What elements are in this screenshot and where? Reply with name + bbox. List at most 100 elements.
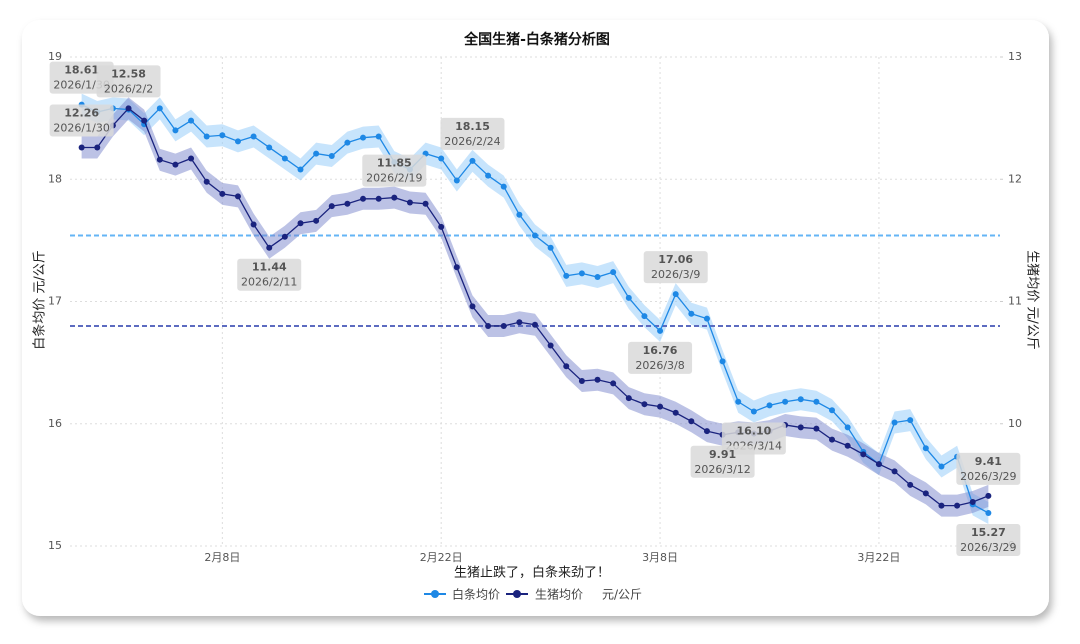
point: [610, 380, 617, 387]
point: [500, 183, 507, 190]
point: [797, 396, 804, 403]
point: [422, 200, 429, 207]
confidence-band: [81, 93, 989, 524]
point: [922, 445, 929, 452]
point: [641, 401, 648, 408]
point: [844, 442, 851, 449]
data-label: 12.58: [111, 67, 146, 80]
point: [313, 217, 320, 224]
x-tick-label: 2月8日: [204, 551, 240, 564]
point: [438, 223, 445, 230]
point: [594, 274, 601, 281]
point: [766, 402, 773, 409]
chart-title: 全国生猪-白条猪分析图: [463, 31, 610, 48]
point: [829, 407, 836, 414]
date-label: 2026/3/9: [651, 268, 700, 281]
point: [360, 195, 367, 202]
point: [391, 194, 398, 201]
date-label: 2026/3/29: [960, 470, 1016, 483]
point: [813, 425, 820, 432]
point: [813, 398, 820, 405]
point: [469, 303, 476, 310]
point: [641, 313, 648, 320]
legend-unit: 元/公斤: [602, 588, 642, 602]
label-box: [237, 258, 302, 291]
x-tick-label: 3月8日: [642, 551, 678, 564]
point: [907, 417, 914, 424]
legend-marker: [513, 590, 521, 598]
point: [719, 358, 726, 365]
label-box: [440, 117, 505, 150]
point: [625, 395, 632, 402]
label-box: [956, 523, 1021, 556]
data-label: 16.76: [643, 344, 678, 357]
point: [313, 150, 320, 157]
y2-tick-label: 13: [1008, 50, 1022, 63]
date-label: 2026/1/30: [53, 121, 109, 134]
data-label: 11.85: [377, 157, 412, 170]
point: [469, 157, 476, 164]
point: [219, 190, 226, 197]
data-label: 17.06: [658, 253, 693, 266]
data-label: 9.41: [975, 455, 1002, 468]
point: [141, 117, 148, 124]
point: [297, 166, 304, 173]
point: [234, 193, 241, 200]
x-axis-label: 生猪止跌了，白条来劲了！: [454, 565, 610, 581]
label-box: [956, 452, 1021, 485]
point: [188, 155, 195, 162]
point: [485, 322, 492, 329]
y2-axis-label: 生猪均价 元/公斤: [1025, 250, 1040, 350]
y2-tick-label: 10: [1008, 417, 1022, 430]
point: [594, 376, 601, 383]
data-label: 18.61: [64, 64, 99, 77]
point: [563, 363, 570, 370]
point: [453, 264, 460, 271]
point: [375, 195, 382, 202]
legend-label: 生猪均价: [535, 588, 583, 602]
point: [203, 133, 210, 140]
point: [985, 492, 992, 499]
data-label: 18.15: [455, 120, 490, 133]
point: [938, 463, 945, 470]
y-tick-label: 19: [48, 50, 62, 63]
point: [532, 232, 538, 239]
point: [797, 424, 804, 431]
point: [438, 155, 445, 162]
data-label: 15.27: [971, 526, 1006, 539]
label-box: [628, 341, 693, 374]
point: [360, 134, 367, 141]
point: [703, 315, 710, 322]
point: [954, 502, 961, 509]
date-label: 2026/2/19: [366, 172, 422, 185]
point: [829, 436, 836, 443]
label-box: [96, 65, 161, 98]
point: [907, 481, 914, 488]
y-tick-label: 16: [48, 417, 62, 430]
point: [578, 377, 585, 384]
point: [516, 211, 523, 218]
point: [672, 291, 679, 298]
y2-tick-label: 11: [1008, 295, 1022, 308]
point: [922, 490, 929, 497]
point: [969, 498, 976, 505]
point: [219, 132, 226, 139]
point: [547, 244, 554, 251]
data-label: 12.26: [64, 106, 99, 119]
point: [625, 294, 632, 301]
y-tick-label: 17: [48, 295, 62, 308]
point: [344, 200, 351, 207]
point: [891, 419, 898, 426]
date-label: 2026/2/11: [241, 276, 297, 289]
point: [125, 105, 132, 112]
date-label: 2026/1/30: [53, 79, 109, 92]
point: [563, 272, 570, 279]
point: [250, 221, 257, 228]
label-box: [362, 154, 427, 187]
point: [406, 199, 413, 206]
point: [172, 161, 179, 168]
point: [688, 310, 695, 317]
point: [250, 133, 257, 140]
point: [375, 133, 382, 140]
